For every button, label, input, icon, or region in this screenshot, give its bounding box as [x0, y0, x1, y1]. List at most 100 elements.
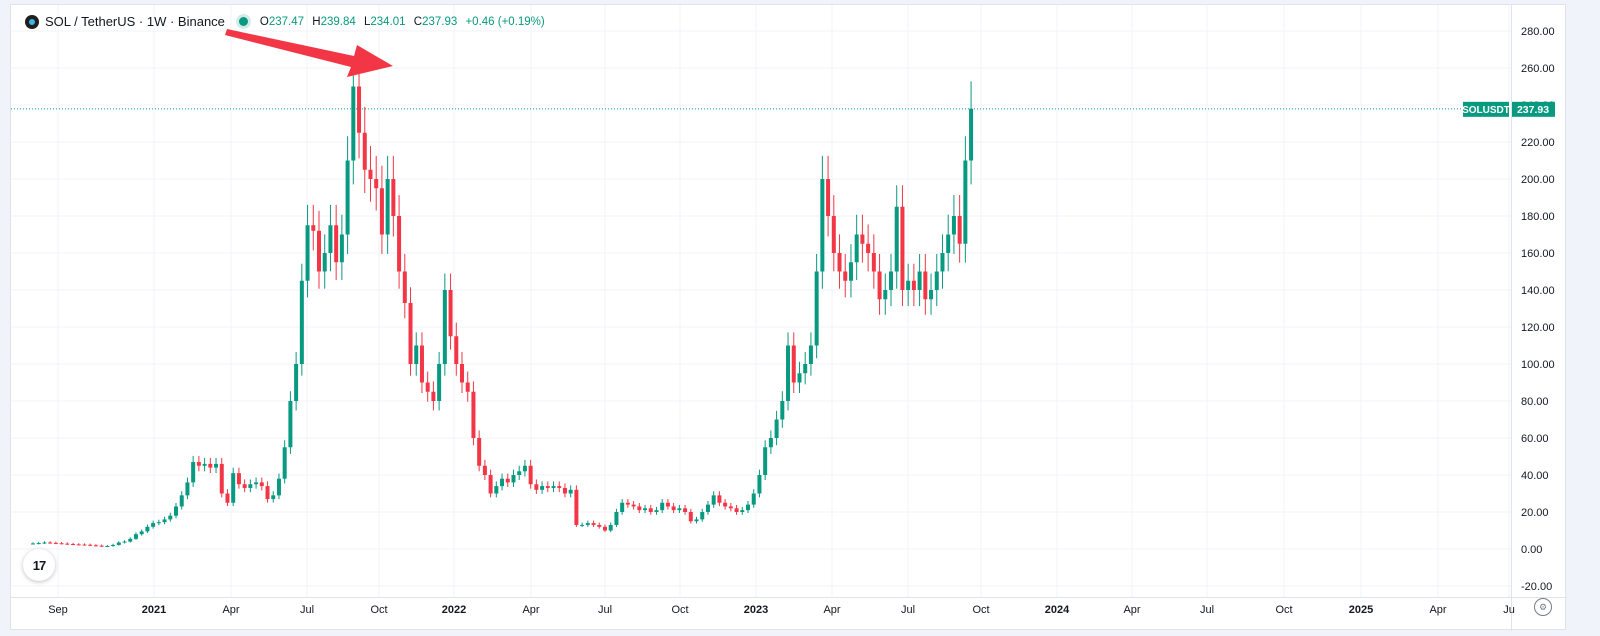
candle — [460, 351, 464, 394]
candle-body — [671, 506, 676, 511]
candle-body — [133, 534, 138, 539]
candle — [911, 263, 916, 307]
candle-body — [723, 502, 728, 507]
candle — [740, 506, 745, 515]
candle — [757, 469, 762, 498]
candle-body — [871, 253, 876, 272]
candle-body — [614, 512, 619, 525]
candle-body — [236, 473, 241, 485]
candle-body — [391, 179, 396, 216]
candle-body — [631, 504, 636, 507]
candle-body — [294, 364, 299, 401]
candle-body — [603, 526, 607, 531]
candle — [603, 524, 607, 533]
candle — [871, 234, 876, 289]
candle — [768, 430, 773, 454]
candle-body — [139, 531, 144, 535]
x-tick-label: Apr — [222, 604, 239, 616]
candle — [688, 508, 693, 524]
candle — [568, 485, 573, 498]
candle-body — [917, 271, 922, 290]
candle — [826, 155, 831, 237]
candle — [133, 532, 138, 540]
candle-body — [191, 462, 196, 483]
candle-body — [482, 465, 487, 475]
candle — [76, 543, 81, 546]
candle-body — [162, 519, 167, 523]
candle-body — [437, 364, 442, 401]
candle-body — [471, 391, 476, 438]
candle-body — [929, 290, 934, 300]
symbol-title[interactable]: SOL / TetherUS · 1W · Binance — [45, 14, 225, 29]
y-tick-label: 120.00 — [1521, 322, 1555, 334]
y-tick-label: -20.00 — [1521, 581, 1552, 593]
x-tick-label: Ju — [1503, 604, 1515, 616]
candle — [425, 371, 430, 402]
x-tick-label: 2024 — [1045, 604, 1070, 616]
candle-body — [460, 364, 464, 383]
candle-body — [42, 542, 47, 544]
candle-body — [357, 86, 362, 133]
candle — [831, 195, 836, 272]
candle-body — [848, 262, 853, 281]
close-value: 237.93 — [422, 15, 458, 28]
candle-body — [786, 345, 791, 401]
x-tick-label: Jul — [300, 604, 314, 616]
candle-body — [522, 465, 527, 472]
candle-body — [820, 179, 825, 272]
market-open-icon — [238, 17, 248, 26]
candle-body — [517, 471, 522, 475]
annotation-arrow — [225, 29, 393, 77]
candle-body — [711, 495, 716, 505]
candle-body — [477, 438, 482, 466]
high-value: 239.84 — [320, 15, 356, 28]
candle — [763, 440, 768, 480]
candle — [808, 332, 813, 376]
candle-body — [665, 502, 670, 507]
candle-body — [780, 401, 785, 420]
candle — [105, 544, 110, 548]
tradingview-logo[interactable]: 17 — [23, 549, 55, 581]
candlestick-chart[interactable]: 280.00260.00240.00220.00200.00180.00160.… — [11, 5, 1567, 631]
candle-body — [53, 542, 58, 544]
candle-body — [717, 495, 722, 503]
candle — [471, 381, 476, 446]
candle — [723, 499, 728, 510]
candle — [620, 499, 625, 515]
candle — [963, 136, 968, 263]
candle-body — [311, 225, 316, 231]
x-tick-label: 2023 — [744, 604, 768, 616]
candle-body — [574, 489, 579, 525]
y-tick-label: 280.00 — [1521, 26, 1555, 38]
candle — [528, 459, 533, 489]
candle-body — [408, 302, 413, 364]
candle — [597, 522, 602, 529]
candle-body — [385, 179, 390, 235]
candle — [111, 543, 116, 547]
candle — [93, 544, 98, 547]
candle-body — [448, 290, 453, 337]
candle-body — [643, 508, 648, 511]
candle-body — [362, 132, 367, 170]
candle — [305, 204, 310, 298]
settings-gear-icon[interactable]: ⚙ — [1534, 598, 1552, 616]
candle — [614, 508, 619, 527]
candle — [151, 520, 156, 529]
candle-body — [648, 508, 653, 512]
candle-body — [196, 462, 201, 466]
candle-body — [608, 524, 613, 531]
candle — [276, 473, 281, 500]
candle-body — [911, 280, 916, 290]
candle — [585, 520, 590, 527]
candle — [288, 391, 293, 454]
candle-body — [305, 225, 310, 281]
candle — [940, 234, 945, 289]
candle-body — [511, 475, 516, 483]
candle — [660, 499, 665, 514]
price-tag-bg — [1512, 101, 1555, 117]
candle — [385, 155, 390, 254]
chart-legend: SOL / TetherUS · 1W · Binance O237.47 H2… — [25, 14, 550, 29]
candle — [379, 165, 384, 254]
candle-body — [374, 179, 379, 189]
candle-body — [431, 391, 436, 401]
